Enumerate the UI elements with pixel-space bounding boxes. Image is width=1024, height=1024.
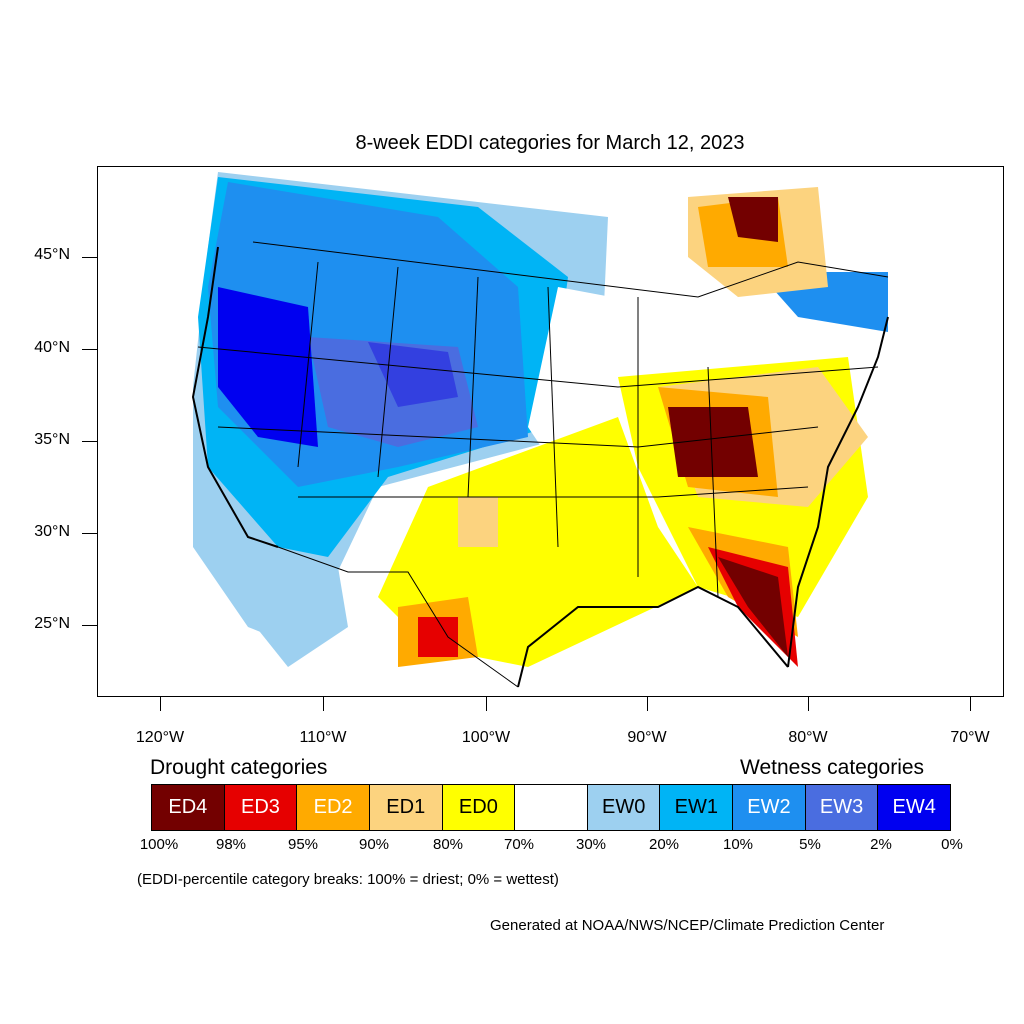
pct-label: 30% [575, 836, 607, 853]
lon-tick [323, 697, 324, 711]
legend-cell-ed1: ED1 [369, 785, 443, 830]
legend-cell-ed3: ED3 [224, 785, 298, 830]
state-boundaries [191, 241, 889, 688]
lon-label-90: 90°W [627, 729, 667, 746]
lon-tick [970, 697, 971, 711]
lon-tick [647, 697, 648, 711]
legend-cell-ew2: EW2 [733, 785, 806, 830]
map-title: 8-week EDDI categories for March 12, 202… [355, 132, 745, 154]
lon-label-100: 100°W [461, 729, 511, 746]
ew0-region-southwest [248, 547, 348, 667]
ed3-region-texas [418, 617, 458, 657]
lat-tick [82, 625, 97, 626]
credit-line: Generated at NOAA/NWS/NCEP/Climate Predi… [490, 917, 885, 934]
state-line-6 [707, 366, 719, 598]
lat-tick [82, 441, 97, 442]
state-line-4 [547, 286, 559, 548]
lat-label-45: 45°N [34, 246, 70, 263]
ed4-region-florida [718, 557, 788, 657]
legend-cell-neutral [515, 785, 588, 830]
ed4-region-ohio-valley [668, 407, 758, 477]
lat-label-30: 30°N [34, 523, 70, 540]
wetness-heading: Wetness categories [740, 756, 925, 779]
lat-label-40: 40°N [34, 339, 70, 356]
pct-label: 0% [941, 836, 963, 853]
pct-label: 98% [215, 836, 247, 853]
us-canada-border [252, 241, 889, 298]
state-line-9 [298, 486, 809, 498]
pacific-coast [191, 246, 279, 548]
lat-tick [82, 533, 97, 534]
lat-tick [82, 349, 97, 350]
lon-label-80: 80°W [788, 729, 828, 746]
lat-label-35: 35°N [34, 431, 70, 448]
legend-cell-ew0: EW0 [587, 785, 661, 830]
lon-label-70: 70°W [950, 729, 990, 746]
ew4-region-great-basin [218, 287, 318, 447]
pct-label: 5% [799, 836, 821, 853]
lat-label-25: 25°N [34, 615, 70, 632]
map-panel [97, 166, 1004, 697]
us-mexico-border [277, 546, 519, 688]
pct-label: 95% [287, 836, 319, 853]
ew4-region-rockies [368, 342, 458, 407]
state-line-2 [377, 266, 399, 478]
legend-cell-ew4: EW4 [878, 785, 951, 830]
legend-cell-ed0: ED0 [442, 785, 516, 830]
category-legend: ED4 ED3 ED2 ED1 ED0 EW0 EW1 EW2 EW3 EW4 [151, 784, 951, 831]
atlantic-coast [787, 316, 889, 668]
lon-tick [486, 697, 487, 711]
drought-heading: Drought categories [150, 756, 328, 779]
pct-label: 80% [432, 836, 464, 853]
lon-label-110: 110°W [299, 729, 347, 746]
eddi-map [191, 172, 889, 688]
pct-label: 2% [870, 836, 892, 853]
state-line-8 [217, 426, 819, 448]
pct-label: 20% [648, 836, 680, 853]
pct-label: 10% [722, 836, 754, 853]
lon-tick [160, 697, 161, 711]
gulf-coast [517, 585, 789, 688]
pct-label: 90% [358, 836, 390, 853]
legend-cell-ew1: EW1 [660, 785, 734, 830]
ed4-region-quebec [728, 197, 778, 242]
legend-cell-ed2: ED2 [297, 785, 370, 830]
legend-cell-ed4: ED4 [152, 785, 225, 830]
state-line-7 [197, 346, 879, 388]
pct-label: 70% [503, 836, 535, 853]
lon-label-120: 120°W [135, 729, 185, 746]
state-line-1 [297, 261, 319, 468]
ed1-region-texas [458, 497, 498, 547]
legend-cell-ew3: EW3 [805, 785, 879, 830]
lat-tick [82, 257, 97, 258]
percentile-note: (EDDI-percentile category breaks: 100% =… [137, 871, 559, 888]
state-line-3 [467, 276, 479, 498]
pct-label: 100% [139, 836, 179, 853]
lon-tick [808, 697, 809, 711]
